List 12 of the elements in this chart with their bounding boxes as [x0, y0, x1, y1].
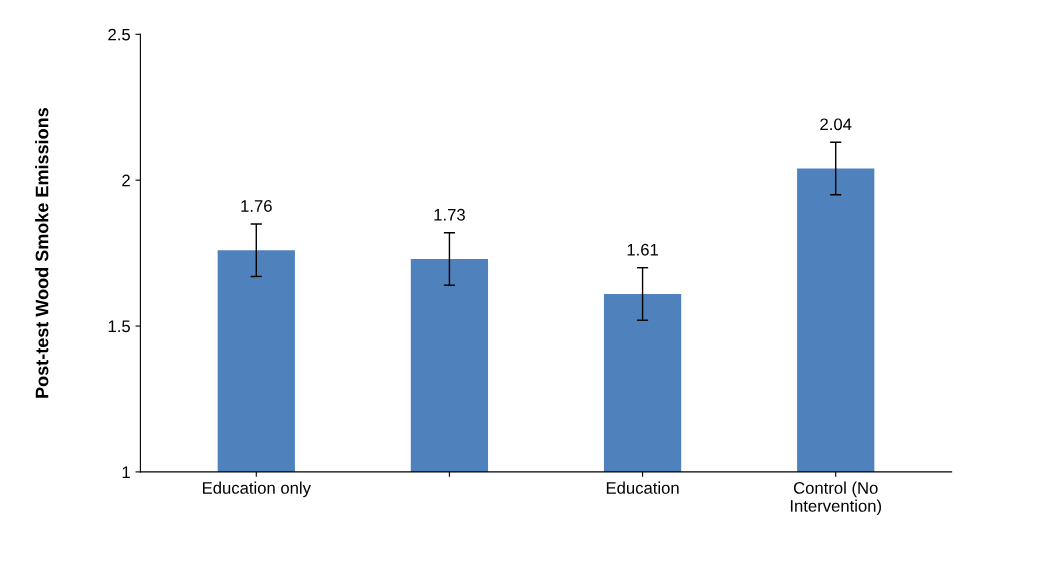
y-tick-label: 1.5	[108, 320, 130, 333]
data-label: 1.61	[627, 243, 658, 256]
y-tick-label: 2.5	[108, 28, 130, 41]
y-tick-label: 1	[122, 466, 130, 478]
y-tick-label: 2	[122, 174, 130, 187]
x-tick-label: Control (No Intervention)	[790, 481, 882, 516]
data-label: 1.73	[434, 208, 465, 221]
x-tick-label: Education	[606, 481, 679, 494]
x-tick-label: Education only	[202, 481, 311, 498]
y-axis-title: Post-test Wood Smoke Emissions	[35, 108, 49, 398]
data-label: 2.04	[820, 118, 852, 131]
data-label: 1.76	[241, 200, 272, 212]
